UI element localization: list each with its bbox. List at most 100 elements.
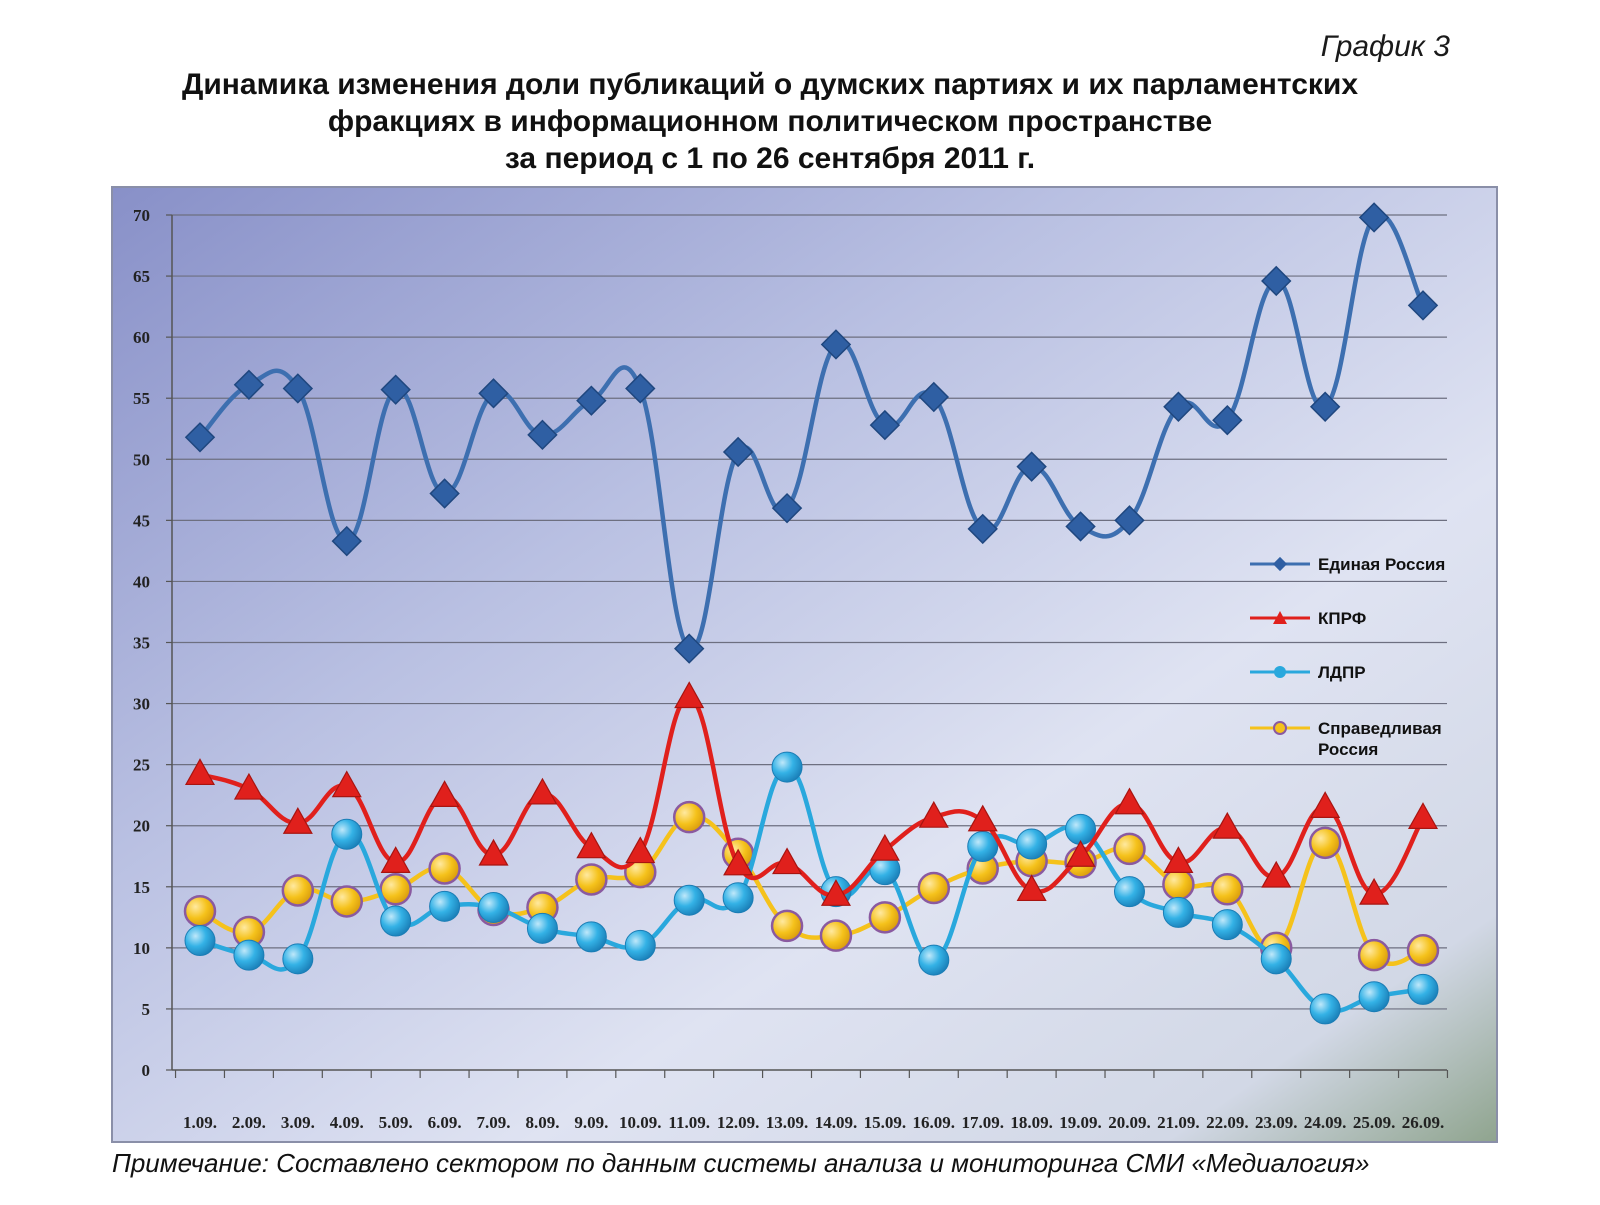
- legend-label-3: ЛДПР: [1318, 663, 1366, 682]
- data-point: [918, 381, 950, 413]
- data-point: [429, 890, 461, 922]
- data-point: [526, 912, 558, 944]
- data-point: [380, 846, 411, 873]
- data-point: [478, 838, 509, 866]
- y-tick-label: 15: [133, 878, 150, 897]
- data-point: [1163, 391, 1194, 422]
- x-tick-label: 11.09.: [668, 1113, 710, 1132]
- data-point: [918, 944, 950, 976]
- data-point: [429, 780, 460, 808]
- data-point: [331, 525, 362, 557]
- data-point: [478, 378, 509, 409]
- axes: 0 5 10 15 20 25 30 35 40 45 50 55 60 65 70 1.09. 2.09. 3.…: [133, 206, 1449, 1132]
- data-point: [770, 909, 804, 943]
- series-1: [184, 202, 1439, 664]
- data-point: [1211, 872, 1244, 906]
- data-point: [771, 492, 803, 524]
- data-point: [281, 874, 315, 907]
- grid: [172, 214, 1447, 1010]
- data-point: [1358, 981, 1390, 1013]
- data-point: [772, 847, 803, 875]
- y-tick-label: 20: [133, 817, 150, 836]
- data-point: [869, 409, 901, 441]
- data-point: [1065, 813, 1097, 845]
- data-point: [672, 800, 706, 834]
- legend-label-1: Единая Россия: [1318, 555, 1445, 574]
- data-point: [967, 513, 998, 545]
- data-point: [917, 871, 951, 905]
- data-point: [1357, 938, 1391, 972]
- data-point: [723, 848, 754, 876]
- x-tick-label: 25.09.: [1353, 1113, 1396, 1132]
- data-point: [233, 939, 265, 971]
- data-point: [1114, 787, 1145, 815]
- legend-label-4: Справедливая Россия: [1318, 719, 1446, 759]
- data-point: [1406, 934, 1440, 967]
- legend-item-1: Единая Россия: [1250, 555, 1445, 574]
- data-point: [331, 770, 362, 798]
- x-tick-label: 19.09.: [1059, 1113, 1102, 1132]
- legend: Единая Россия КПРФ ЛДПР Справедливая Рос…: [1250, 555, 1446, 759]
- legend-item-4: Справедливая Россия: [1250, 719, 1446, 759]
- data-point: [819, 919, 853, 952]
- y-tick-label: 0: [142, 1061, 151, 1080]
- data-point: [771, 751, 803, 783]
- data-point: [1016, 828, 1048, 860]
- y-tick-label: 55: [133, 389, 150, 408]
- data-point: [1212, 811, 1243, 839]
- data-point: [575, 863, 608, 896]
- data-point: [1113, 832, 1146, 866]
- x-tick-label: 24.09.: [1304, 1113, 1347, 1132]
- data-point: [1113, 876, 1145, 908]
- data-point: [184, 925, 216, 957]
- x-tick-label: 12.09.: [717, 1113, 760, 1132]
- x-tick-label: 10.09.: [619, 1113, 662, 1132]
- chart-caption: График 3: [1320, 30, 1450, 63]
- data-point: [722, 882, 754, 914]
- y-tick-label: 60: [133, 328, 150, 347]
- data-point: [673, 884, 705, 916]
- data-point: [1114, 505, 1145, 536]
- y-tick-label: 30: [133, 695, 150, 714]
- chart-title: Динамика изменения доли публикаций о дум…: [100, 66, 1440, 177]
- data-point: [868, 901, 902, 934]
- data-point: [575, 921, 607, 953]
- x-tick-label: 5.09.: [379, 1113, 413, 1132]
- data-point: [1310, 791, 1341, 818]
- series-4: [183, 800, 1440, 972]
- x-tick-label: 8.09.: [525, 1113, 559, 1132]
- data-point: [624, 929, 656, 961]
- legend-ring-icon: [1273, 721, 1287, 735]
- data-point: [380, 905, 412, 937]
- data-point: [282, 943, 314, 975]
- data-point: [722, 436, 754, 468]
- data-point: [1407, 802, 1439, 829]
- data-point: [233, 369, 265, 400]
- legend-circle-icon: [1274, 666, 1286, 678]
- data-point: [1016, 874, 1047, 902]
- series-layer: [183, 202, 1440, 1025]
- data-point: [282, 807, 313, 834]
- data-point: [380, 374, 411, 405]
- data-point: [1261, 860, 1292, 888]
- data-point: [527, 777, 558, 805]
- data-point: [1309, 391, 1341, 422]
- data-point: [1211, 909, 1243, 941]
- data-point: [1309, 993, 1341, 1025]
- plot-background: [111, 186, 1498, 1143]
- x-tick-label: 21.09.: [1157, 1113, 1200, 1132]
- data-point: [820, 879, 851, 906]
- data-point: [820, 329, 852, 360]
- data-point: [184, 422, 216, 453]
- y-tick-label: 10: [133, 939, 150, 958]
- y-tick-label: 70: [133, 206, 150, 225]
- data-point: [1308, 826, 1342, 860]
- x-tick-label: 4.09.: [330, 1113, 364, 1132]
- x-tick-label: 13.09.: [766, 1113, 809, 1132]
- x-tick-label: 9.09.: [574, 1113, 608, 1132]
- data-point: [967, 830, 999, 862]
- x-tick-label: 15.09.: [864, 1113, 907, 1132]
- data-point: [625, 373, 656, 404]
- data-point: [1065, 840, 1096, 867]
